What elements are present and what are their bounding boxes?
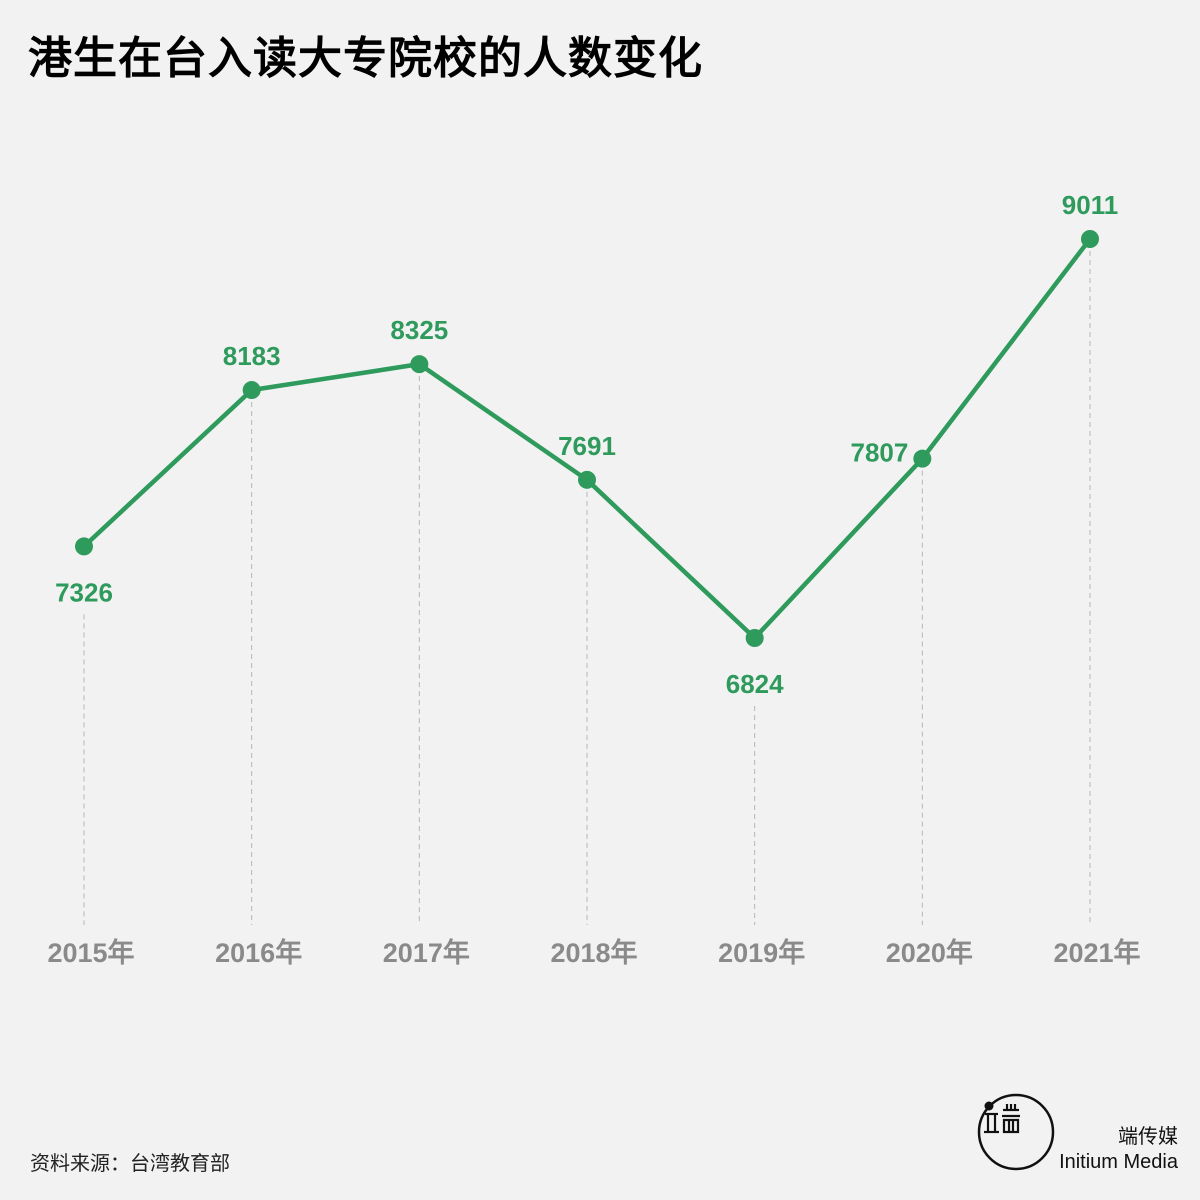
- data-label: 9011: [1062, 190, 1118, 220]
- data-labels: 7326 8183 8325 7691 6824 7807 9011: [55, 190, 1118, 699]
- x-tick-label: 2017年: [383, 937, 470, 968]
- data-point: [578, 470, 596, 489]
- data-label: 7691: [558, 431, 616, 461]
- x-tick-label: 2016年: [215, 937, 302, 968]
- x-tick-label: 2020年: [886, 937, 973, 968]
- x-tick-label: 2018年: [550, 937, 637, 968]
- data-points: [75, 230, 1099, 647]
- data-point: [410, 355, 429, 374]
- initium-logo-icon: [977, 1093, 1055, 1171]
- data-label: 7326: [55, 577, 113, 607]
- data-point: [242, 381, 261, 400]
- data-point: [745, 629, 764, 647]
- brand-name-en: Initium Media: [1059, 1151, 1178, 1173]
- x-tick-label: 2015年: [47, 937, 134, 968]
- chart-title: 港生在台入读大专院校的人数变化: [28, 34, 703, 83]
- data-label: 6824: [726, 669, 784, 699]
- source-note: 资料来源：台湾教育部: [30, 1153, 230, 1175]
- x-axis-tick-labels: 2015年 2016年 2017年 2018年 2019年 2020年 2021年: [47, 937, 1140, 968]
- brand-name-cn: 端传媒: [1118, 1126, 1178, 1148]
- data-label: 8183: [223, 341, 281, 371]
- guide-lines: [83, 251, 1091, 925]
- data-label: 8325: [390, 315, 448, 345]
- data-point: [913, 449, 932, 468]
- data-point: [1081, 230, 1099, 248]
- data-label: 7807: [850, 438, 908, 468]
- x-tick-label: 2019年: [718, 937, 805, 968]
- data-point: [75, 537, 93, 556]
- x-tick-label: 2021年: [1053, 937, 1140, 968]
